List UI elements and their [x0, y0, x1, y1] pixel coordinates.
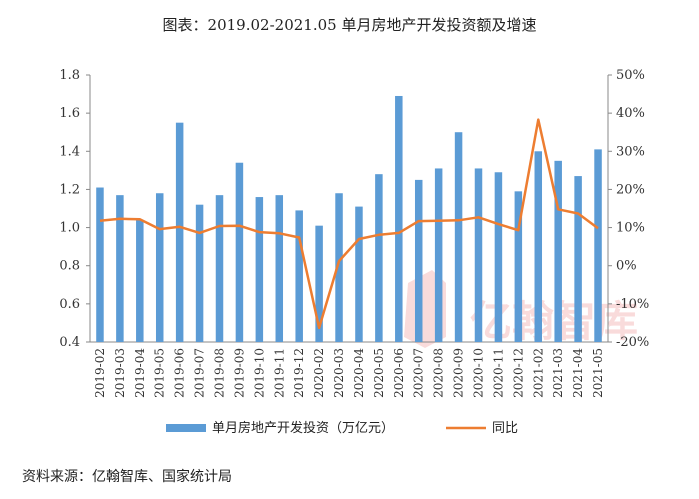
x-tick-label: 2019-03	[113, 348, 127, 398]
y-right-tick-label: -20%	[616, 335, 649, 350]
bar	[414, 179, 423, 342]
y-left-tick-label: 0.8	[59, 259, 80, 274]
x-tick-label: 2020-09	[452, 348, 466, 398]
bar	[395, 95, 403, 342]
x-tick-label: 2019-06	[173, 348, 187, 398]
x-tick-label: 2020-11	[491, 348, 505, 398]
bar	[175, 122, 184, 342]
bar	[275, 195, 284, 342]
bar	[574, 176, 582, 342]
x-tick-label: 2020-02	[312, 348, 326, 398]
source-note: 资料来源：亿翰智库、国家统计局	[22, 469, 232, 485]
x-tick-label: 2020-08	[432, 348, 446, 398]
x-tick-label: 2020-03	[332, 348, 346, 398]
y-left-tick-label: 1.2	[59, 182, 80, 197]
bar	[594, 149, 602, 342]
bar	[195, 204, 204, 342]
bar	[355, 206, 363, 342]
bar	[474, 168, 483, 342]
x-tick-label: 2020-07	[412, 348, 426, 398]
bar	[295, 210, 303, 342]
bar	[116, 195, 124, 342]
y-left-tick-label: 1.4	[59, 144, 80, 159]
x-tick-label: 2019-10	[252, 348, 266, 398]
bar	[155, 193, 164, 342]
y-left-tick-label: 1.0	[59, 221, 80, 236]
x-tick-label: 2019-12	[292, 348, 306, 398]
legend-swatch-bar	[166, 424, 206, 432]
y-right-tick-label: 50%	[616, 68, 645, 83]
bar	[534, 151, 543, 342]
x-tick-label: 2019-09	[232, 348, 246, 398]
x-tick-label: 2021-05	[591, 348, 605, 398]
bar	[215, 195, 224, 342]
chart-title: 图表：2019.02-2021.05 单月房地产开发投资额及增速	[162, 16, 537, 34]
y-left-tick-label: 0.4	[59, 335, 80, 350]
x-tick-label: 2020-05	[372, 348, 386, 398]
y-right-tick-label: 0%	[616, 259, 637, 274]
bar	[255, 197, 264, 342]
x-tick-label: 2019-08	[213, 348, 227, 398]
x-tick-label: 2019-02	[93, 348, 107, 398]
bar	[235, 162, 244, 342]
y-right-tick-label: 30%	[616, 144, 645, 159]
bar	[335, 193, 343, 342]
bar	[514, 191, 523, 342]
x-tick-label: 2020-10	[472, 348, 486, 398]
legend-label-line: 同比	[492, 421, 518, 436]
y-right-tick-label: 40%	[616, 106, 645, 121]
bar	[136, 219, 144, 342]
bar	[494, 172, 503, 342]
bar	[454, 132, 463, 342]
bar	[96, 187, 104, 342]
legend-label-bar: 单月房地产开发投资（万亿元）	[212, 420, 394, 436]
x-tick-label: 2021-04	[571, 348, 585, 398]
line-series-yoy	[99, 118, 599, 330]
y-left-tick-label: 1.6	[59, 106, 80, 121]
bar	[554, 160, 562, 342]
y-right-tick-label: -10%	[616, 297, 649, 312]
x-tick-label: 2021-02	[531, 348, 545, 398]
x-tick-label: 2019-04	[133, 348, 147, 398]
x-tick-label: 2020-12	[511, 348, 525, 398]
y-left-tick-label: 0.6	[59, 297, 80, 312]
x-tick-label: 2020-04	[352, 348, 366, 398]
x-tick-label: 2019-07	[193, 348, 207, 398]
y-left-tick-label: 1.8	[59, 68, 80, 83]
x-tick-label: 2020-06	[392, 348, 406, 398]
bar	[375, 174, 383, 342]
y-right-tick-label: 10%	[616, 221, 645, 236]
x-tick-label: 2019-05	[153, 348, 167, 398]
bar	[315, 225, 323, 342]
x-tick-label: 2021-03	[551, 348, 565, 398]
bar	[434, 168, 443, 342]
x-tick-label: 2019-11	[272, 348, 286, 398]
y-right-tick-label: 20%	[616, 182, 645, 197]
